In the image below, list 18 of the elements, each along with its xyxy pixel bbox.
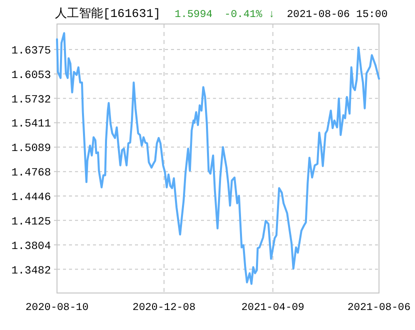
chart-title: 人工智能[161631]: [55, 7, 161, 21]
y-tick-label: 1.3804: [11, 240, 52, 253]
y-tick-label: 1.6053: [11, 70, 51, 82]
y-tick-label: 1.6375: [11, 45, 51, 58]
y-tick-label: 1.3482: [11, 265, 51, 278]
x-tick-label: 2020-08-10: [25, 302, 89, 314]
x-tick-label: 2021-04-09: [241, 302, 304, 314]
y-tick-label: 1.4768: [11, 168, 51, 180]
text: 2021-08-06 15:00: [286, 9, 388, 21]
text: -0.41% ↓: [224, 9, 275, 21]
x-tick-label: 2021-08-06: [347, 302, 411, 314]
y-tick-label: 1.5089: [11, 143, 51, 156]
text: 1.5994: [174, 9, 212, 21]
y-tick-label: 1.5732: [11, 94, 51, 106]
y-tick-label: 1.4446: [11, 192, 51, 204]
y-tick-label: 1.4125: [11, 216, 51, 228]
y-tick-label: 1.5411: [11, 118, 52, 131]
x-tick-label: 2020-12-08: [132, 302, 196, 314]
